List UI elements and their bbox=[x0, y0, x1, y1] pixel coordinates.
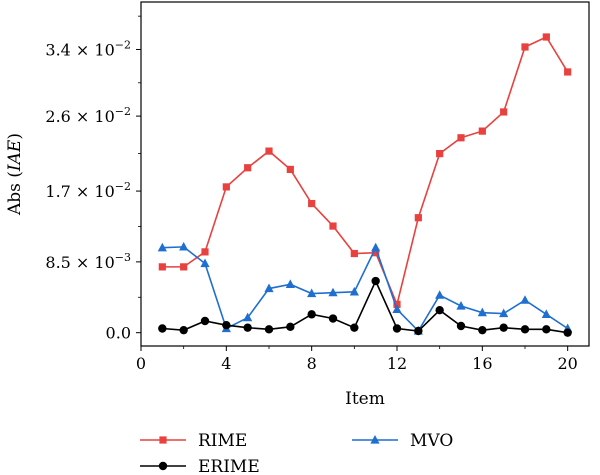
data-point-rime bbox=[350, 249, 358, 258]
data-point-rime bbox=[329, 222, 337, 230]
data-point-rime bbox=[500, 108, 508, 116]
data-point-rime bbox=[542, 33, 550, 41]
data-point-erime bbox=[158, 324, 167, 333]
data-point-mvo bbox=[243, 312, 253, 322]
data-point-erime bbox=[179, 325, 188, 335]
y-tick-label: 2.6 × 10−2 bbox=[45, 105, 131, 126]
y-axis-title-main: Abs ( bbox=[5, 171, 25, 216]
data-point-rime bbox=[265, 147, 273, 155]
plot-frame bbox=[140, 1, 590, 347]
data-point-mvo bbox=[477, 307, 487, 317]
y-tick-label: 0.0 bbox=[106, 324, 131, 343]
data-point-mvo bbox=[179, 241, 189, 251]
x-tick-label: 16 bbox=[472, 354, 492, 373]
data-point-rime bbox=[436, 149, 444, 158]
x-tick-label: 12 bbox=[387, 354, 407, 373]
data-point-erime bbox=[350, 323, 359, 332]
x-tick-label: 20 bbox=[557, 354, 577, 373]
data-point-erime bbox=[243, 323, 252, 332]
data-point-rime bbox=[414, 214, 422, 222]
y-tick-label: 3.4 × 10−2 bbox=[45, 38, 131, 59]
data-point-erime bbox=[542, 325, 551, 334]
legend-label: ERIME bbox=[198, 457, 260, 475]
x-tick-label: 0 bbox=[136, 354, 146, 373]
legend-item-mvo: MVO bbox=[352, 431, 453, 451]
data-point-rime bbox=[457, 134, 465, 142]
series-erime bbox=[158, 276, 572, 337]
data-point-erime bbox=[478, 325, 487, 335]
data-point-mvo bbox=[264, 283, 274, 293]
data-point-mvo bbox=[349, 286, 359, 296]
data-point-mvo bbox=[435, 290, 445, 299]
y-axis-title-close: ) bbox=[5, 133, 25, 140]
data-point-erime bbox=[222, 320, 231, 330]
x-tick-label: 8 bbox=[307, 354, 317, 373]
legend-marker bbox=[158, 461, 168, 471]
y-axis-title: Abs (IAE) bbox=[5, 133, 25, 216]
data-point-erime bbox=[435, 305, 444, 315]
data-point-erime bbox=[456, 321, 466, 331]
legend-marker bbox=[159, 436, 167, 444]
series-line-rime bbox=[162, 35, 569, 307]
data-point-erime bbox=[286, 322, 295, 332]
data-point-rime bbox=[244, 164, 252, 172]
data-point-mvo bbox=[520, 295, 530, 304]
data-point-mvo bbox=[307, 288, 317, 298]
data-point-rime bbox=[478, 127, 486, 135]
legend-item-erime: ERIME bbox=[140, 457, 260, 475]
y-tick-label: 8.5 × 10−3 bbox=[45, 251, 131, 272]
data-point-rime bbox=[180, 263, 188, 271]
series-layer bbox=[157, 33, 573, 337]
data-point-rime bbox=[201, 248, 209, 256]
x-axis: 0 4 8 12 16 20 bbox=[136, 346, 578, 373]
y-tick-label: 1.7 × 10−2 bbox=[45, 180, 131, 201]
series-mvo bbox=[157, 241, 573, 335]
data-point-erime bbox=[499, 323, 508, 332]
series-rime bbox=[158, 33, 572, 308]
legend-marker bbox=[370, 435, 380, 444]
data-point-rime bbox=[308, 199, 316, 208]
series-line-mvo bbox=[162, 245, 569, 333]
data-point-erime bbox=[307, 310, 316, 319]
data-point-erime bbox=[371, 276, 380, 286]
legend-label: MVO bbox=[410, 431, 453, 451]
data-point-mvo bbox=[499, 308, 509, 318]
data-point-mvo bbox=[371, 242, 381, 252]
data-point-erime bbox=[264, 325, 274, 334]
data-point-mvo bbox=[392, 304, 402, 313]
legend: RIME ERIME MVO bbox=[140, 431, 453, 475]
data-point-erime bbox=[414, 326, 423, 336]
legend-item-rime: RIME bbox=[140, 431, 247, 451]
data-point-mvo bbox=[328, 287, 338, 297]
data-point-mvo bbox=[157, 242, 167, 252]
legend-label: RIME bbox=[198, 431, 247, 451]
data-point-mvo bbox=[200, 258, 210, 268]
data-point-rime bbox=[158, 263, 166, 271]
data-point-erime bbox=[392, 324, 402, 333]
data-point-mvo bbox=[456, 301, 466, 310]
data-point-mvo bbox=[285, 279, 295, 288]
data-point-erime bbox=[520, 325, 530, 334]
data-point-rime bbox=[222, 183, 230, 191]
data-point-rime bbox=[564, 68, 572, 76]
data-point-rime bbox=[286, 165, 294, 174]
data-point-erime bbox=[563, 328, 572, 337]
y-axis: 0.0 8.5 × 10−3 1.7 × 10−2 2.6 × 10−2 3.4 × 1… bbox=[45, 15, 141, 343]
x-axis-title: Item bbox=[345, 389, 385, 409]
y-axis-title-italic: IAE bbox=[5, 139, 25, 172]
data-point-rime bbox=[521, 43, 529, 51]
data-point-rime bbox=[372, 249, 380, 257]
data-point-mvo bbox=[541, 309, 551, 318]
x-tick-label: 4 bbox=[221, 354, 231, 373]
data-point-erime bbox=[200, 316, 210, 326]
data-point-erime bbox=[328, 314, 338, 323]
